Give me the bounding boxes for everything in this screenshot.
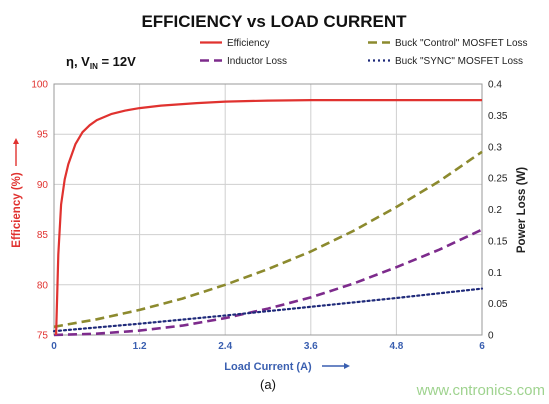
series-buck-sync-mosfet-loss-line: [52, 287, 484, 333]
annotation-main: η, V: [66, 54, 90, 69]
right-tick-label: 0.35: [488, 111, 508, 122]
right-tick-label: 0.1: [488, 268, 502, 279]
x-axis-title: Load Current (A): [224, 361, 350, 373]
series-efficiency-line: [55, 98, 482, 336]
watermark: www.cntronics.com: [416, 382, 545, 399]
x-tick-label: 1.2: [133, 341, 147, 352]
condition-annotation: η, VIN = 12V: [66, 54, 136, 71]
legend: Efficiency Inductor Loss Buck "Control" MO…: [200, 38, 528, 67]
x-tick-label: 3.6: [304, 341, 318, 352]
series-buck-control-mosfet-loss-line: [53, 150, 483, 329]
annotation-tail: = 12V: [98, 54, 136, 69]
annotation-subscript: IN: [90, 62, 98, 71]
legend-label: Buck "SYNC" MOSFET Loss: [395, 56, 523, 67]
left-axis-arrowhead: [13, 138, 19, 144]
left-axis-ticks: 75 80 85 90 95 100: [31, 80, 48, 342]
left-axis-title: Efficiency (%): [11, 138, 23, 248]
right-tick-label: 0.25: [488, 174, 508, 185]
right-tick-label: 0.05: [488, 299, 508, 310]
grid: [53, 83, 483, 336]
right-axis-title: Power Loss (W): [516, 167, 528, 253]
left-tick-label: 95: [37, 130, 49, 141]
left-tick-label: 90: [37, 180, 49, 191]
series-layer: [52, 98, 484, 337]
left-tick-label: 85: [37, 230, 49, 241]
legend-label: Buck "Control" MOSFET Loss: [395, 38, 528, 49]
left-tick-label: 75: [37, 331, 49, 342]
plot-frame: [53, 83, 483, 336]
right-tick-label: 0.15: [488, 236, 508, 247]
right-tick-label: 0.3: [488, 142, 502, 153]
left-tick-label: 100: [31, 80, 48, 91]
left-tick-label: 80: [37, 280, 49, 291]
legend-label: Inductor Loss: [227, 56, 287, 67]
series-inductor-loss-line: [53, 228, 483, 337]
x-tick-label: 4.8: [389, 341, 403, 352]
x-tick-label: 0: [51, 341, 57, 352]
legend-label: Efficiency: [227, 38, 270, 49]
figure-caption: (a): [260, 377, 276, 392]
right-tick-label: 0: [488, 331, 494, 342]
left-axis-label: Efficiency (%): [11, 172, 23, 248]
right-axis-ticks: 0 0.05 0.1 0.15 0.2 0.25 0.3 0.35 0.4: [488, 80, 508, 342]
right-tick-label: 0.2: [488, 205, 502, 216]
x-axis-arrowhead: [344, 363, 350, 369]
x-tick-label: 6: [479, 341, 485, 352]
x-axis-ticks: 0 1.2 2.4 3.6 4.8 6: [51, 341, 485, 352]
chart-title: EFFICIENCY vs LOAD CURRENT: [141, 12, 407, 31]
right-axis-label: Power Loss (W): [516, 167, 528, 253]
x-axis-label: Load Current (A): [224, 361, 312, 373]
right-tick-label: 0.4: [488, 80, 502, 91]
x-tick-label: 2.4: [218, 341, 232, 352]
